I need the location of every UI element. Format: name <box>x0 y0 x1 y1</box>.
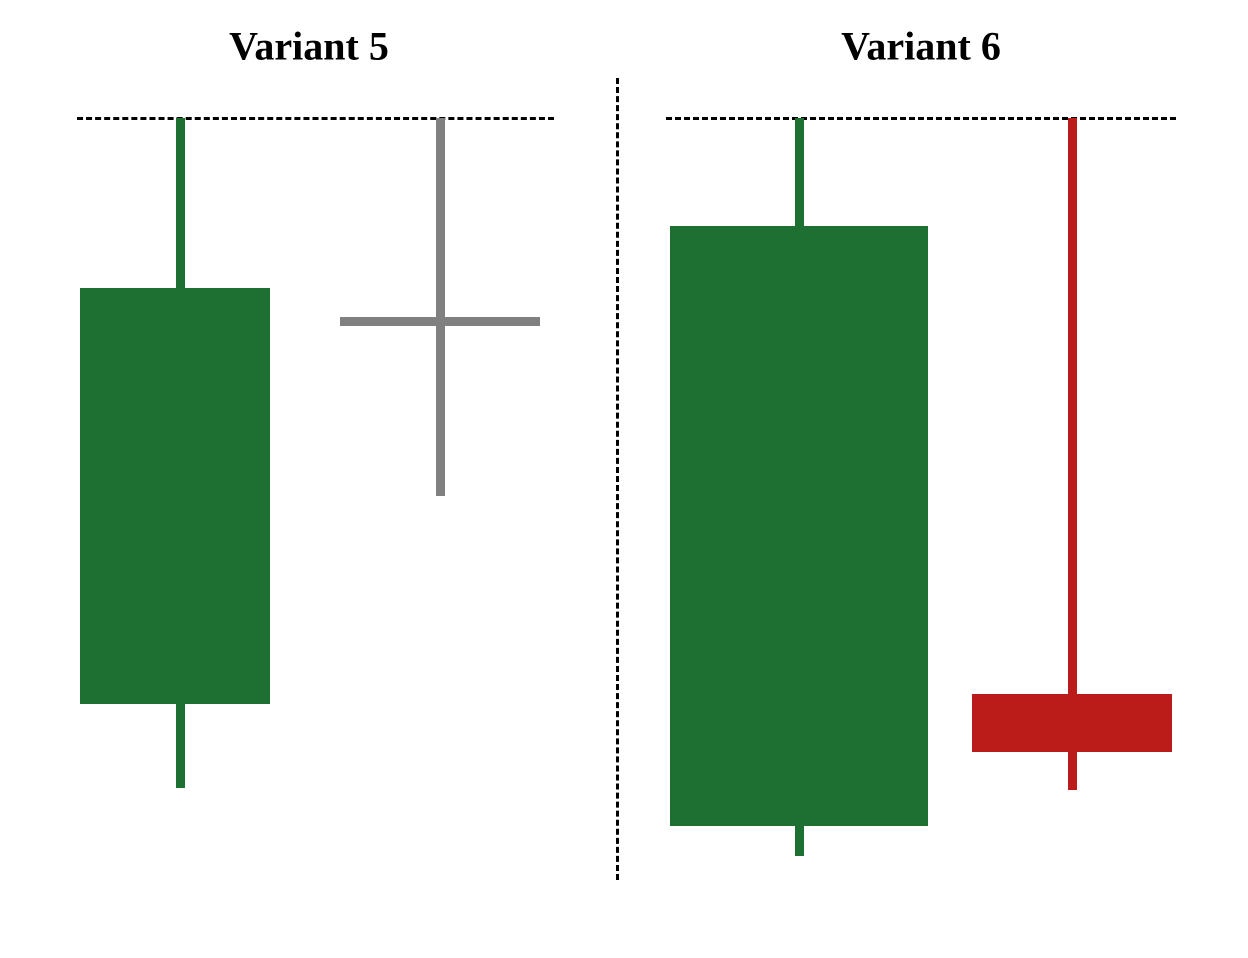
title-right: Variant 6 <box>841 23 1001 70</box>
chart-canvas: Variant 5 Variant 6 <box>0 0 1248 958</box>
ref-line-left <box>77 117 554 120</box>
left-doji-vertical <box>436 118 445 496</box>
title-left: Variant 5 <box>229 23 389 70</box>
right-red-body <box>972 694 1172 752</box>
ref-line-right <box>666 117 1176 120</box>
right-green-body <box>670 226 928 826</box>
left-green-body <box>80 288 270 704</box>
right-red-wick <box>1068 118 1077 790</box>
left-doji-horizontal <box>340 317 540 326</box>
panel-divider <box>616 78 619 880</box>
